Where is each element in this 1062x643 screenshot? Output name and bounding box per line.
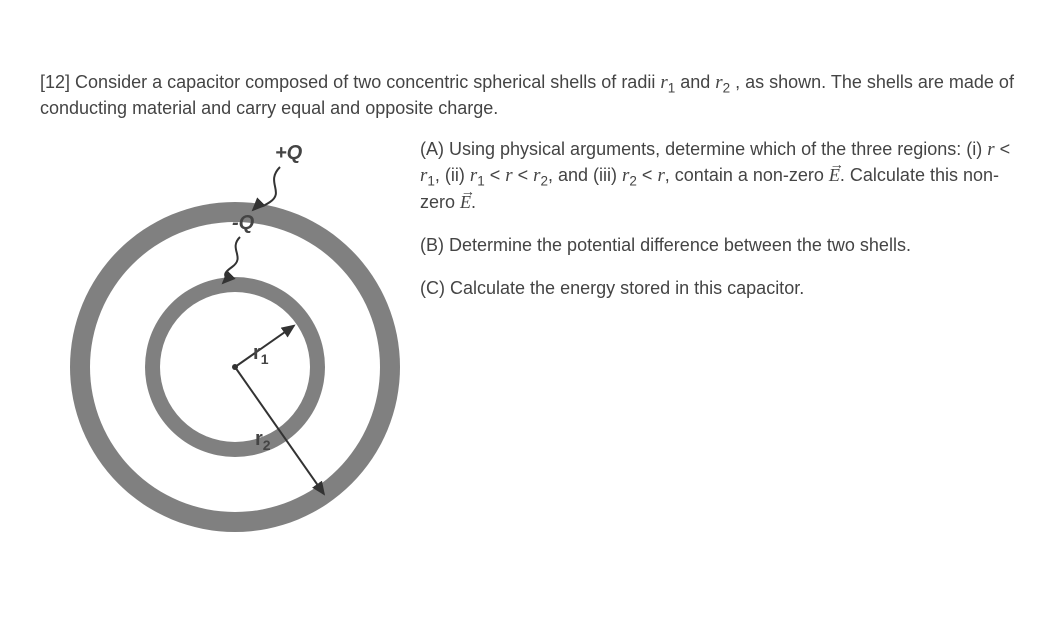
part-A-lt4: < — [637, 165, 658, 185]
part-A-text1: Using physical arguments, determine whic… — [444, 139, 987, 159]
part-A-E1: E — [829, 163, 840, 188]
intro-and: and — [675, 72, 715, 92]
intro-part1: Consider a capacitor composed of two con… — [75, 72, 660, 92]
svg-text:-Q: -Q — [232, 212, 255, 234]
capacitor-figure: +Q -Q r1 r2 — [40, 137, 400, 557]
part-A-lt3: < — [513, 165, 534, 185]
part-A-sub2: 2 — [541, 174, 549, 189]
part-A-rc: r — [657, 165, 664, 186]
part-A-text4: , contain a non-zero — [665, 165, 829, 185]
part-C-text: Calculate the energy stored in this capa… — [445, 278, 804, 298]
part-A-sub1: 1 — [427, 174, 435, 189]
part-A-r2: r — [533, 165, 540, 186]
part-A-lt: < — [995, 139, 1011, 159]
part-A-E2: E — [460, 190, 471, 215]
figure-column: +Q -Q r1 r2 — [40, 137, 400, 557]
problem-number: [12] — [40, 72, 70, 92]
part-A-sub2b: 2 — [629, 174, 637, 189]
part-A-rb: r — [505, 165, 512, 186]
part-C-label: (C) — [420, 278, 445, 298]
part-A-label: (A) — [420, 139, 444, 159]
text-column: (A) Using physical arguments, determine … — [420, 137, 1022, 320]
intro-sub2: 2 — [723, 81, 731, 96]
problem-container: [12] Consider a capacitor composed of tw… — [40, 70, 1022, 557]
part-A-lt2: < — [485, 165, 506, 185]
part-A: (A) Using physical arguments, determine … — [420, 137, 1022, 215]
part-B-label: (B) — [420, 235, 444, 255]
part-B: (B) Determine the potential difference b… — [420, 233, 1022, 258]
part-A-text3: , and (iii) — [548, 165, 622, 185]
part-B-text: Determine the potential difference betwe… — [444, 235, 911, 255]
intro-r2: r — [715, 72, 722, 93]
intro-r1: r — [660, 72, 667, 93]
part-C: (C) Calculate the energy stored in this … — [420, 276, 1022, 301]
part-A-r: r — [987, 139, 994, 160]
svg-text:+Q: +Q — [275, 142, 303, 164]
part-A-sub1b: 1 — [477, 174, 485, 189]
intro-text: [12] Consider a capacitor composed of tw… — [40, 70, 1022, 122]
content-row: +Q -Q r1 r2 (A) Using physical arguments… — [40, 137, 1022, 557]
